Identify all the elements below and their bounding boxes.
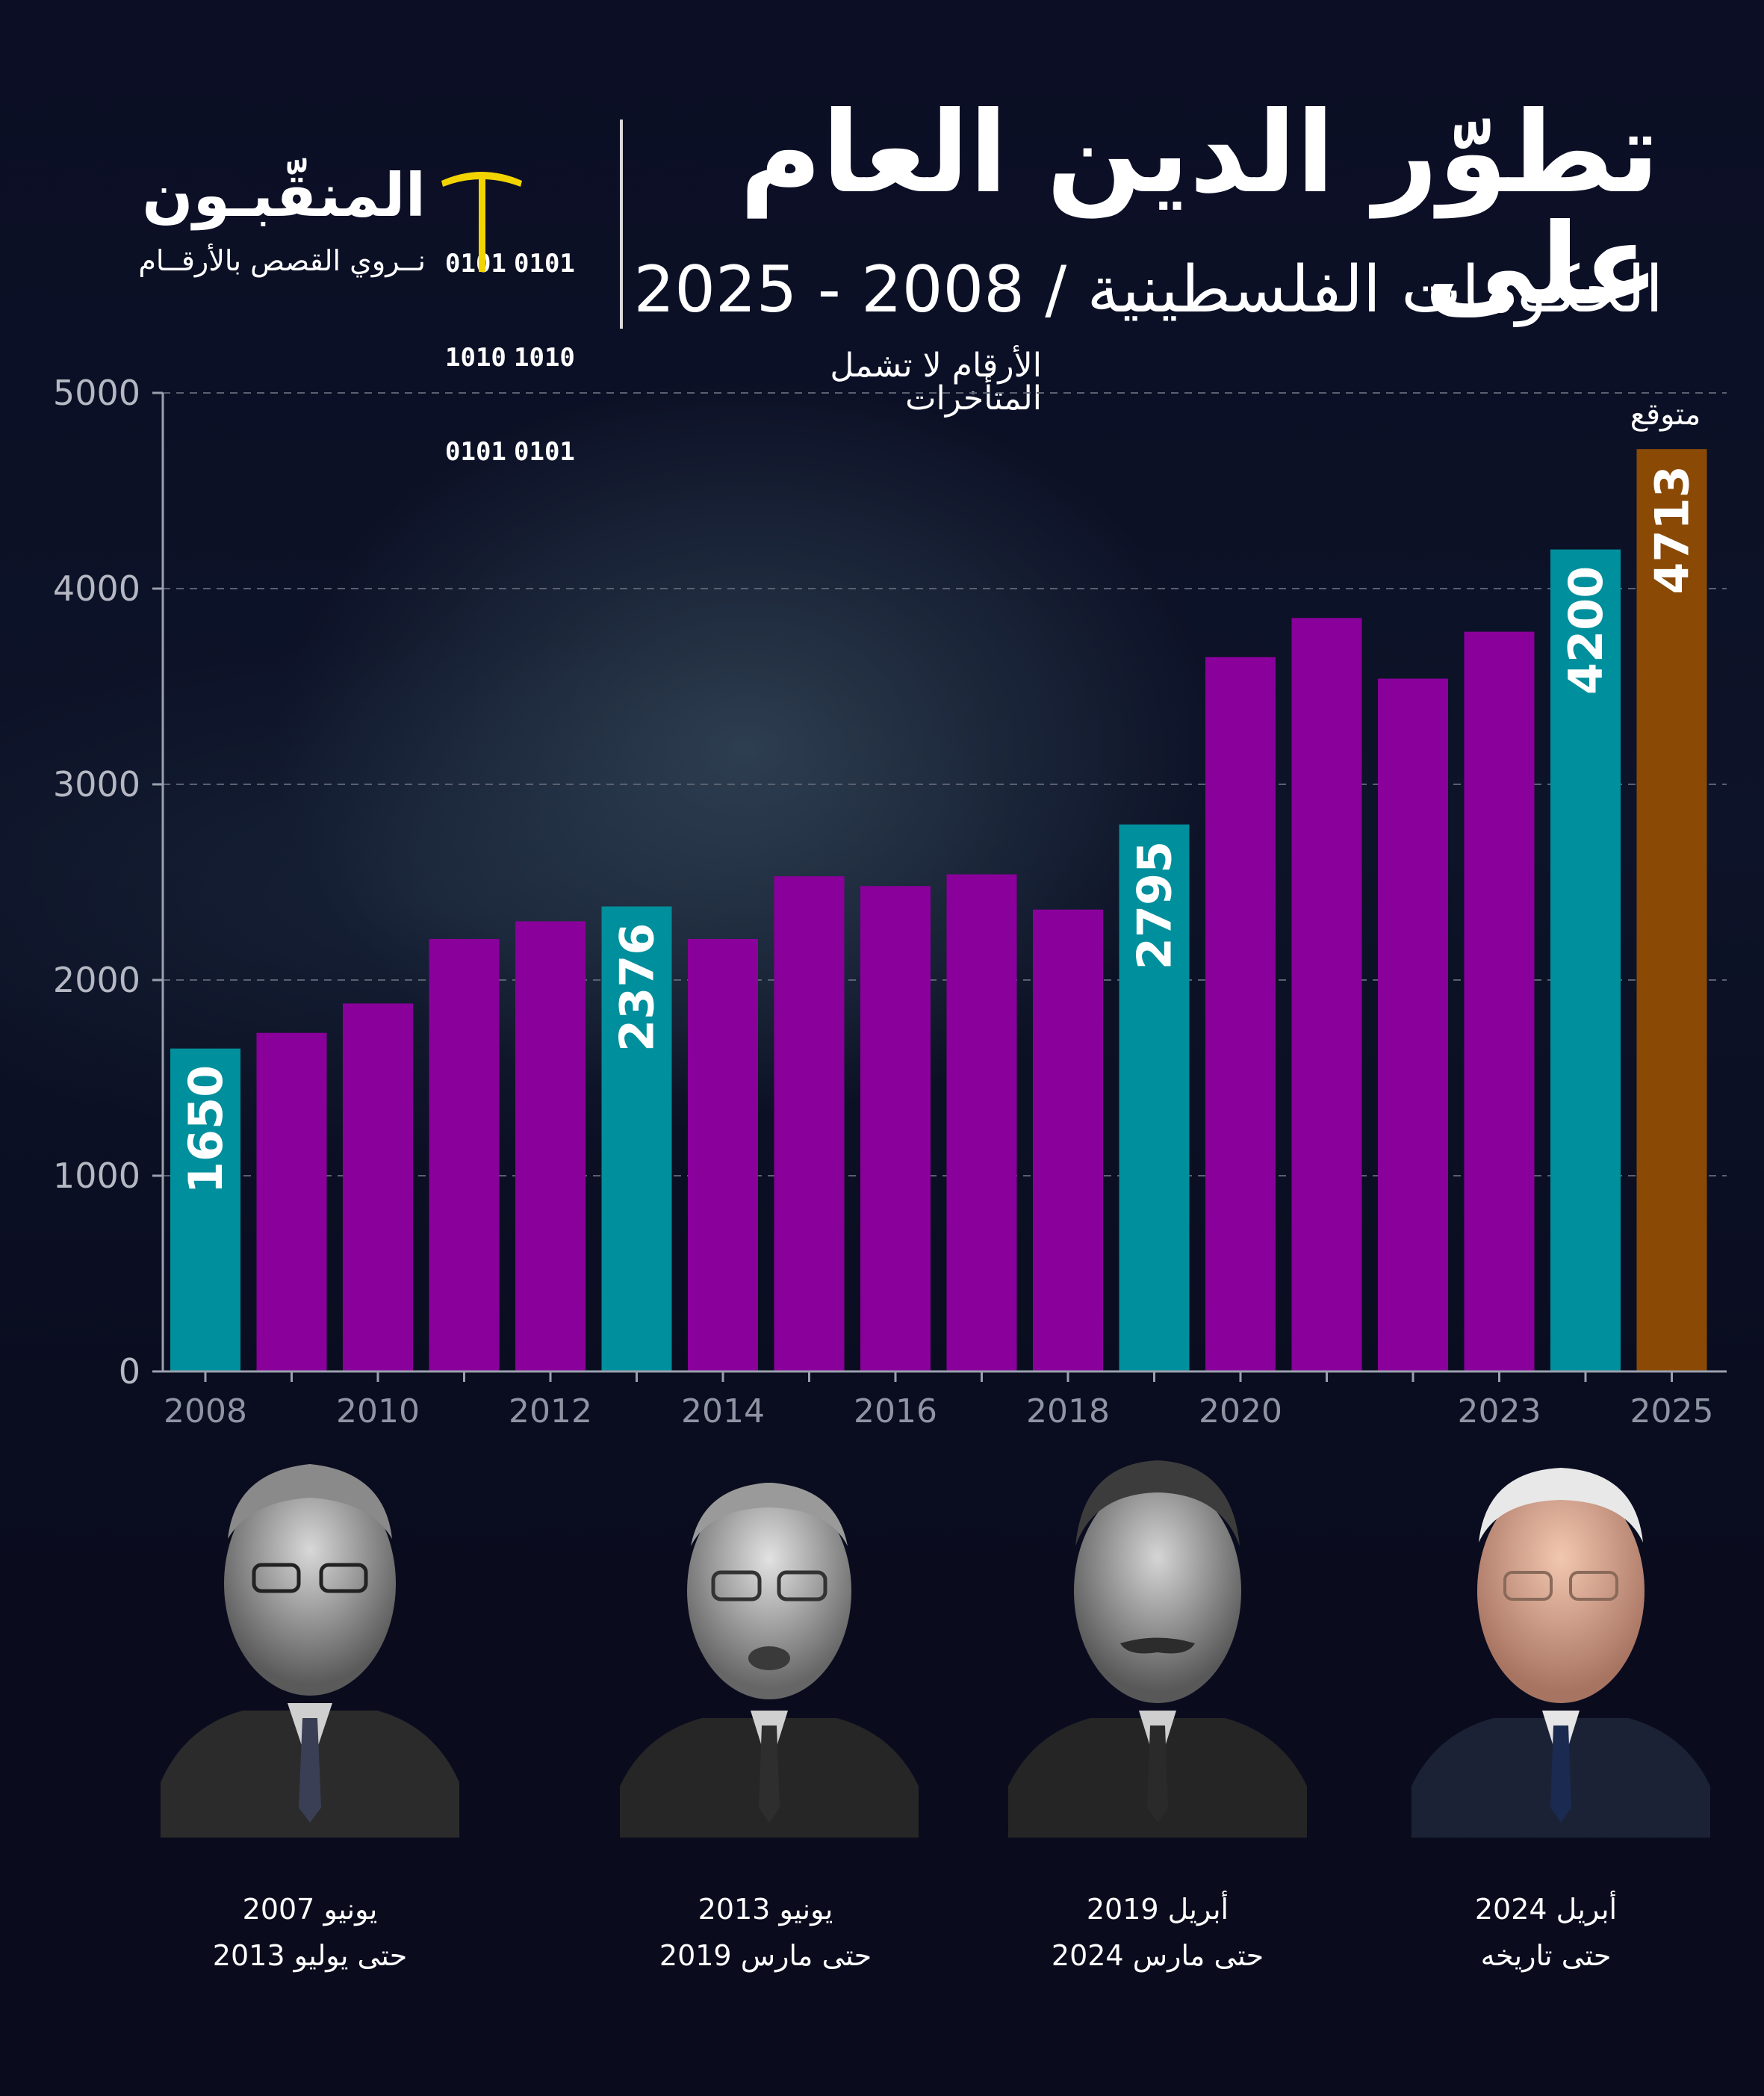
page-subtitle: الأرقام لا تشمل المتأخرات — [830, 347, 1042, 418]
forecast-label: متوقع — [1630, 397, 1701, 432]
bar-2022 — [1378, 678, 1448, 1371]
bar-2016 — [860, 886, 931, 1371]
term-start: يونيو 2007 — [242, 1893, 378, 1926]
x-tick-label: 2025 — [1630, 1392, 1714, 1430]
bar-2013 — [601, 906, 672, 1371]
term-end: حتى تاريخه — [1480, 1939, 1612, 1972]
binary-line: 0101 — [445, 437, 506, 467]
header-divider — [620, 120, 623, 329]
debt-bar-chart: 0 1000 2000 3000 4000 5000 2008 2010 2012 2014 201… — [53, 373, 1727, 1430]
bar-2008 — [170, 1048, 240, 1371]
bar-2025 — [1636, 449, 1707, 1371]
y-tick-label: 3000 — [53, 764, 140, 804]
bar-2019 — [1119, 824, 1190, 1371]
chart-data-labels: 1650 2376 2795 4200 4713 — [178, 465, 1700, 1194]
page-title: تطوّر الدين العام على — [739, 88, 1659, 330]
bar-2009 — [256, 1032, 327, 1371]
term-end: حتى مارس 2019 — [659, 1939, 872, 1972]
page-title-line-2: الحكومات الفلسطينية / 2008 - 2025 — [633, 252, 1663, 327]
pickaxe-icon — [441, 172, 522, 272]
term-end: حتى مارس 2024 — [1051, 1939, 1264, 1972]
x-tick-label: 2012 — [509, 1392, 592, 1430]
brand-tagline: نــروي القصص بالأرقــام — [138, 244, 426, 277]
prime-minister-term-3: أبريل 2019 حتى مارس 2024 — [1001, 1886, 1314, 1979]
binary-line: 1010 — [514, 343, 575, 373]
chart-axes: 0 1000 2000 3000 4000 5000 2008 2010 2012 2014 201… — [53, 373, 1727, 1430]
binary-line: 0101 — [514, 249, 575, 279]
y-tick-label: 2000 — [53, 960, 140, 1000]
data-label: 2376 — [610, 923, 665, 1052]
data-label: 4713 — [1645, 465, 1700, 595]
x-tick-label: 2008 — [164, 1392, 247, 1430]
chart-bars — [170, 449, 1707, 1371]
x-tick-label: 2014 — [681, 1392, 765, 1430]
bar-2020 — [1205, 657, 1276, 1371]
brand-binary-right: 0101 1010 0101 — [514, 185, 575, 499]
brand-name: المنقّبـون — [142, 161, 426, 230]
prime-minister-term-1: يونيو 2007 حتى يوليو 2013 — [153, 1886, 467, 1979]
bar-2014 — [688, 938, 758, 1371]
data-label: 2795 — [1128, 841, 1182, 970]
bar-2018 — [1033, 909, 1103, 1371]
term-start: أبريل 2024 — [1474, 1893, 1618, 1926]
y-tick-label: 0 — [119, 1351, 140, 1392]
bar-2012 — [515, 921, 586, 1371]
bar-2015 — [774, 876, 845, 1371]
prime-minister-portrait-1-icon — [161, 1464, 459, 1838]
binary-line: 0101 — [445, 249, 506, 279]
term-end: حتى يوليو 2013 — [212, 1939, 408, 1972]
chart-grid — [163, 392, 1727, 1176]
prime-minister-term-2: يونيو 2013 حتى مارس 2019 — [609, 1886, 922, 1979]
binary-line: 1010 — [445, 343, 506, 373]
bar-2017 — [946, 874, 1017, 1371]
term-start: أبريل 2019 — [1086, 1893, 1229, 1926]
term-start: يونيو 2013 — [698, 1893, 833, 1926]
y-tick-label: 1000 — [53, 1156, 140, 1196]
x-tick-label: 2016 — [854, 1392, 937, 1430]
x-tick-label: 2018 — [1026, 1392, 1110, 1430]
bar-2010 — [343, 1003, 413, 1371]
prime-minister-portrait-3-icon — [1008, 1460, 1307, 1838]
y-tick-label: 4000 — [53, 568, 140, 609]
y-tick-label: 5000 — [53, 373, 140, 413]
bar-2021 — [1291, 618, 1362, 1371]
prime-minister-portrait-4-icon — [1411, 1468, 1710, 1838]
bar-2011 — [429, 938, 500, 1371]
data-label: 1650 — [178, 1065, 233, 1194]
x-tick-label: 2010 — [336, 1392, 420, 1430]
bar-2024 — [1550, 549, 1621, 1371]
x-tick-label: 2020 — [1199, 1392, 1282, 1430]
prime-minister-term-4: أبريل 2024 حتى تاريخه — [1389, 1886, 1703, 1979]
binary-line: 0101 — [514, 437, 575, 467]
bar-2023 — [1464, 631, 1535, 1371]
data-label: 4200 — [1559, 566, 1613, 695]
prime-minister-portrait-2-icon — [620, 1483, 919, 1838]
x-tick-label: 2023 — [1458, 1392, 1541, 1430]
brand-binary-left: 0101 1010 0101 — [445, 185, 506, 499]
